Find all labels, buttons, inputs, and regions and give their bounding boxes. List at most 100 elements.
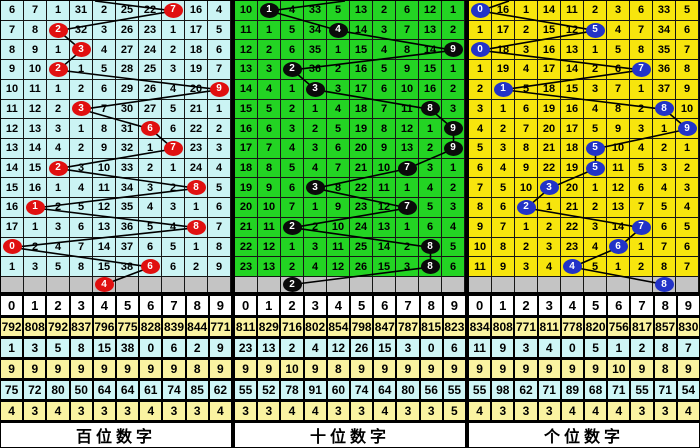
stat-row: 55 52 78 91 60 74 64 80 56 55	[235, 381, 465, 399]
grid-cell: 1	[584, 40, 607, 61]
grid-cell: 2	[70, 79, 93, 100]
column-header: 5	[351, 296, 373, 315]
grid-cell: 14	[24, 138, 47, 159]
stats-section-tens: 0 1 2 3 4 5 6 7 8 9 811 829 716 802 854 798 847 787 815 823…	[235, 292, 465, 447]
grid-cell: 4	[492, 158, 515, 179]
grid-cell: 19	[350, 119, 373, 139]
grid-cell: 1	[185, 237, 208, 258]
grid-cell: 3	[304, 178, 327, 199]
column-header: 1	[258, 296, 280, 315]
grid-cell: 6	[208, 40, 231, 61]
grid-cell: 7	[676, 257, 699, 277]
grid-cell: 3	[442, 99, 465, 120]
grid-cell: 15	[93, 257, 116, 277]
grid-cell: 22	[235, 237, 258, 258]
grid-cell: 5	[492, 178, 515, 199]
grid-cell: 6	[70, 217, 93, 238]
stat-cell: 9	[304, 360, 326, 378]
stat-cell: 64	[374, 381, 396, 399]
grid-cell: 1	[396, 217, 419, 238]
stat-cell: 3	[258, 402, 280, 420]
stat-cell: 4	[585, 402, 607, 420]
grid-cell: 8	[373, 119, 396, 139]
grid-cell: 1	[47, 178, 70, 199]
grid-cell: 22	[561, 217, 584, 238]
gray-row-cell: 4	[93, 277, 116, 292]
drawn-number-circle: 0	[470, 2, 490, 18]
grid-cell: 2	[304, 119, 327, 139]
grid-cell: 6	[93, 79, 116, 100]
grid-cell: 4	[442, 217, 465, 238]
grid-cell: 1	[396, 178, 419, 199]
grid-cell: 1	[47, 79, 70, 100]
stats-section-hundreds: 0 1 2 3 4 5 6 7 8 9 792 808 792 837 796 775 828 839 844 771…	[1, 292, 231, 447]
grid-cell: 3	[584, 79, 607, 100]
stat-cell: 798	[351, 318, 373, 336]
grid-cell: 6	[676, 20, 699, 41]
grid-cell: 12	[1, 119, 24, 139]
grid-cell: 16	[185, 1, 208, 21]
grid-cell: 9	[208, 257, 231, 277]
grid-cell: 12	[607, 178, 630, 199]
grid-cell: 8	[492, 237, 515, 258]
grid-cell: 18	[561, 138, 584, 159]
grid-cell: 10	[515, 178, 538, 199]
grid-cell: 1	[304, 198, 327, 218]
grid-cell: 4	[653, 178, 676, 199]
grid-cell: 7	[258, 138, 281, 159]
grid-cell: 0	[469, 40, 492, 61]
stat-cell: 3	[351, 402, 373, 420]
grid-cell: 1	[47, 1, 70, 21]
column-header: 7	[163, 296, 185, 315]
stat-cell: 771	[209, 318, 231, 336]
grid-cell: 6	[139, 257, 162, 277]
grid-cell: 3	[47, 217, 70, 238]
column-header: 1	[492, 296, 514, 315]
grid-cell: 5	[327, 1, 350, 21]
gray-row-cell	[139, 277, 162, 292]
grid-cell: 17	[185, 20, 208, 41]
grid-cell: 7	[630, 217, 653, 238]
grid-cell: 17	[350, 79, 373, 100]
grid-cell: 9	[442, 138, 465, 159]
grid-cell: 18	[492, 40, 515, 61]
grid-cell: 2	[47, 60, 70, 80]
grid-cell: 9	[208, 79, 231, 100]
grid-cell: 28	[116, 60, 139, 80]
grid-cell: 33	[116, 158, 139, 179]
column-header: 3	[538, 296, 560, 315]
gray-row-cell	[258, 277, 281, 292]
grid-cell: 7	[281, 198, 304, 218]
grid-cell: 10	[373, 158, 396, 179]
stat-cell: 3	[420, 402, 442, 420]
stat-cell: 9	[24, 360, 46, 378]
panel-hundreds: 6 7 1 31 2 25 22 7 16 4 7 8 2 32 3 26 23 1 17 5 8 9 1 3 4 27 24 2 18…	[1, 1, 231, 447]
column-header: 7	[397, 296, 419, 315]
pending-number-circle: 2	[282, 277, 302, 292]
grid-cell: 14	[350, 20, 373, 41]
stat-cell: 792	[1, 318, 23, 336]
column-header: 9	[443, 296, 465, 315]
grid-cell: 2	[492, 119, 515, 139]
stat-cell: 3	[397, 402, 419, 420]
drawn-number-circle: 9	[443, 42, 463, 58]
drawn-number-circle: 8	[420, 239, 440, 255]
drawn-number-circle: 8	[420, 101, 440, 117]
stat-cell: 8	[70, 339, 92, 357]
grid-cell: 27	[139, 99, 162, 120]
grid-cell: 8	[396, 40, 419, 61]
stat-cell: 828	[140, 318, 162, 336]
trend-grid-units: 0 16 1 14 11 2 3 6 33 5 1 17 2 15 12 5 4 7 34 6 0 18 3 16 13 1 5 8 3…	[469, 1, 699, 277]
stat-cell: 3	[631, 402, 653, 420]
pending-number-circle: 8	[654, 277, 674, 292]
grid-cell: 1	[281, 237, 304, 258]
grid-cell: 31	[70, 1, 93, 21]
grid-cell: 14	[561, 60, 584, 80]
stat-cell: 56	[420, 381, 442, 399]
grid-cell: 22	[538, 158, 561, 179]
stat-cell: 3	[654, 402, 676, 420]
stat-cell: 1	[608, 339, 630, 357]
grid-cell: 22	[139, 1, 162, 21]
grid-cell: 15	[350, 40, 373, 61]
